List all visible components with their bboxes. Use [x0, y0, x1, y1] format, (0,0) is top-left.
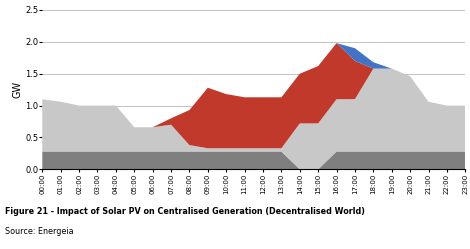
- Text: Figure 21 - Impact of Solar PV on Centralised Generation (Decentralised World): Figure 21 - Impact of Solar PV on Centra…: [5, 207, 365, 216]
- Text: Source: Energeia: Source: Energeia: [5, 227, 73, 236]
- Y-axis label: GW: GW: [12, 81, 22, 98]
